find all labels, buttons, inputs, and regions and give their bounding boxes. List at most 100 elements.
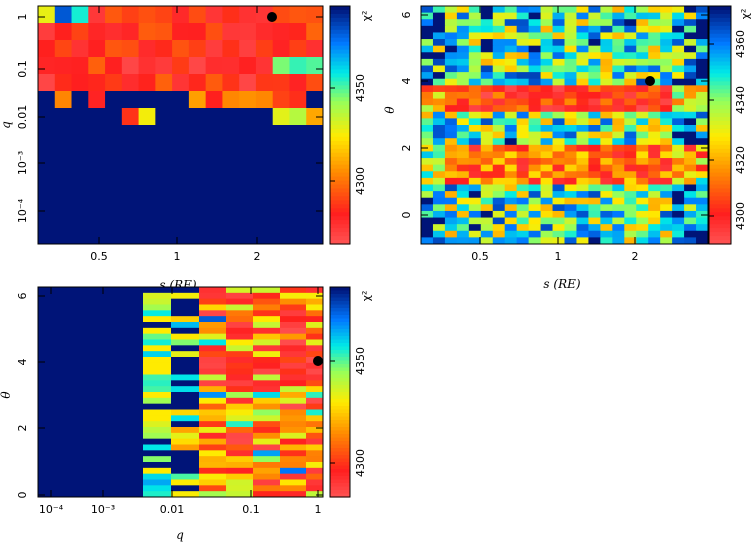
colorbar-swatch: [709, 180, 731, 186]
heatmap-cell: [504, 45, 518, 53]
heatmap-cell: [624, 91, 637, 100]
heatmap-cell: [306, 450, 324, 457]
heatmap-cell: [516, 164, 530, 172]
heatmap-cell: [612, 32, 625, 40]
colorbar-swatch: [709, 45, 731, 51]
heatmap-cell: [38, 23, 56, 41]
heatmap-cell: [636, 217, 649, 225]
colorbar-frame: [708, 5, 732, 245]
heatmap-cell: [199, 427, 227, 434]
heatmap-cell: [576, 191, 589, 199]
heatmap-cell: [121, 91, 140, 109]
heatmap-cell: [171, 397, 200, 405]
heatmap-cell: [576, 6, 589, 14]
heatmap-cell: [199, 450, 227, 457]
colorbar-swatch: [709, 49, 731, 55]
heatmap-cell: [253, 444, 281, 451]
heatmap-cell: [143, 432, 172, 440]
heatmap-cell: [468, 52, 482, 60]
heatmap-cell: [588, 105, 601, 113]
heatmap-cell: [624, 184, 637, 192]
heatmap-cell: [226, 403, 254, 410]
heatmap-cell: [600, 158, 613, 166]
heatmap-cell: [696, 25, 709, 33]
heatmap-cell: [588, 111, 601, 119]
heatmap-cell: [199, 351, 227, 358]
heatmap-cell: [528, 177, 542, 185]
heatmap-cell: [660, 138, 673, 146]
heatmap-cell: [564, 204, 577, 212]
heatmap-cell: [280, 409, 307, 416]
heatmap-cell: [528, 65, 542, 73]
heatmap-cell: [444, 32, 458, 40]
heatmap-cell: [504, 91, 518, 100]
heatmap-cell: [421, 204, 434, 212]
heatmap-cell: [432, 158, 446, 166]
heatmap-cell: [205, 159, 223, 177]
colorbar-swatch: [330, 493, 350, 498]
heatmap-cell: [280, 450, 307, 457]
heatmap-cell: [54, 23, 73, 41]
heatmap-cell: [624, 131, 637, 139]
heatmap-cell: [528, 151, 542, 159]
colorbar-swatch: [330, 240, 350, 245]
heatmap-cell: [172, 193, 190, 211]
heatmap-cell: [421, 91, 434, 100]
heatmap-cell: [516, 230, 530, 238]
colorbar-swatch: [330, 472, 350, 477]
heatmap-cell: [540, 191, 554, 199]
heatmap-cell: [143, 427, 172, 434]
heatmap-cell: [468, 6, 482, 14]
heatmap-cell: [492, 12, 506, 20]
heatmap-cell: [588, 164, 601, 172]
heatmap-cell: [444, 131, 458, 139]
heatmap-cell: [564, 237, 577, 245]
heatmap-cell: [552, 217, 565, 225]
heatmap-cell: [660, 45, 673, 53]
heatmap-cell: [456, 125, 470, 133]
heatmap-cell: [171, 450, 200, 457]
colorbar-swatch: [709, 128, 731, 134]
heatmap-cell: [456, 144, 470, 152]
heatmap-cell: [105, 125, 123, 143]
heatmap-cell: [306, 193, 324, 211]
heatmap-cell: [660, 6, 673, 14]
heatmap-cell: [444, 85, 458, 93]
heatmap-cell: [636, 25, 649, 33]
heatmap-cell: [516, 118, 530, 126]
heatmap-cell: [456, 58, 470, 66]
heatmap-cell: [684, 144, 697, 152]
heatmap-cell: [253, 392, 281, 399]
heatmap-cell: [306, 403, 324, 410]
heatmap-cell: [71, 57, 89, 75]
heatmap-cell: [480, 237, 494, 245]
heatmap-cell: [588, 217, 601, 225]
colorbar-swatch: [330, 367, 350, 372]
heatmap-cell: [648, 210, 661, 219]
heatmap-cell: [468, 158, 482, 166]
heatmap-cell: [226, 450, 254, 457]
heatmap-cell: [468, 39, 482, 47]
colorbar-swatch: [709, 41, 731, 47]
heatmap-cell: [672, 85, 685, 93]
heatmap-cell: [143, 462, 172, 469]
heatmap-cell: [480, 191, 494, 199]
heatmap-cell: [71, 74, 89, 92]
heatmap-cell: [239, 74, 257, 92]
heatmap-cell: [456, 118, 470, 126]
heatmap-cell: [564, 158, 577, 166]
panel-s-q-frame: [37, 5, 324, 245]
heatmap-cell: [253, 438, 281, 445]
panel-s-theta-frame: [420, 5, 709, 245]
heatmap-cell: [171, 345, 200, 352]
heatmap-cell: [143, 397, 172, 405]
heatmap-cell: [516, 144, 530, 152]
colorbar-swatch: [330, 343, 350, 348]
heatmap-cell: [280, 298, 307, 305]
colorbar-swatch: [330, 476, 350, 481]
colorbar-swatch: [330, 318, 350, 323]
heatmap-cell: [588, 144, 601, 152]
heatmap-cell: [552, 237, 565, 245]
colorbar-swatch: [709, 216, 731, 221]
heatmap-cell: [528, 58, 542, 66]
